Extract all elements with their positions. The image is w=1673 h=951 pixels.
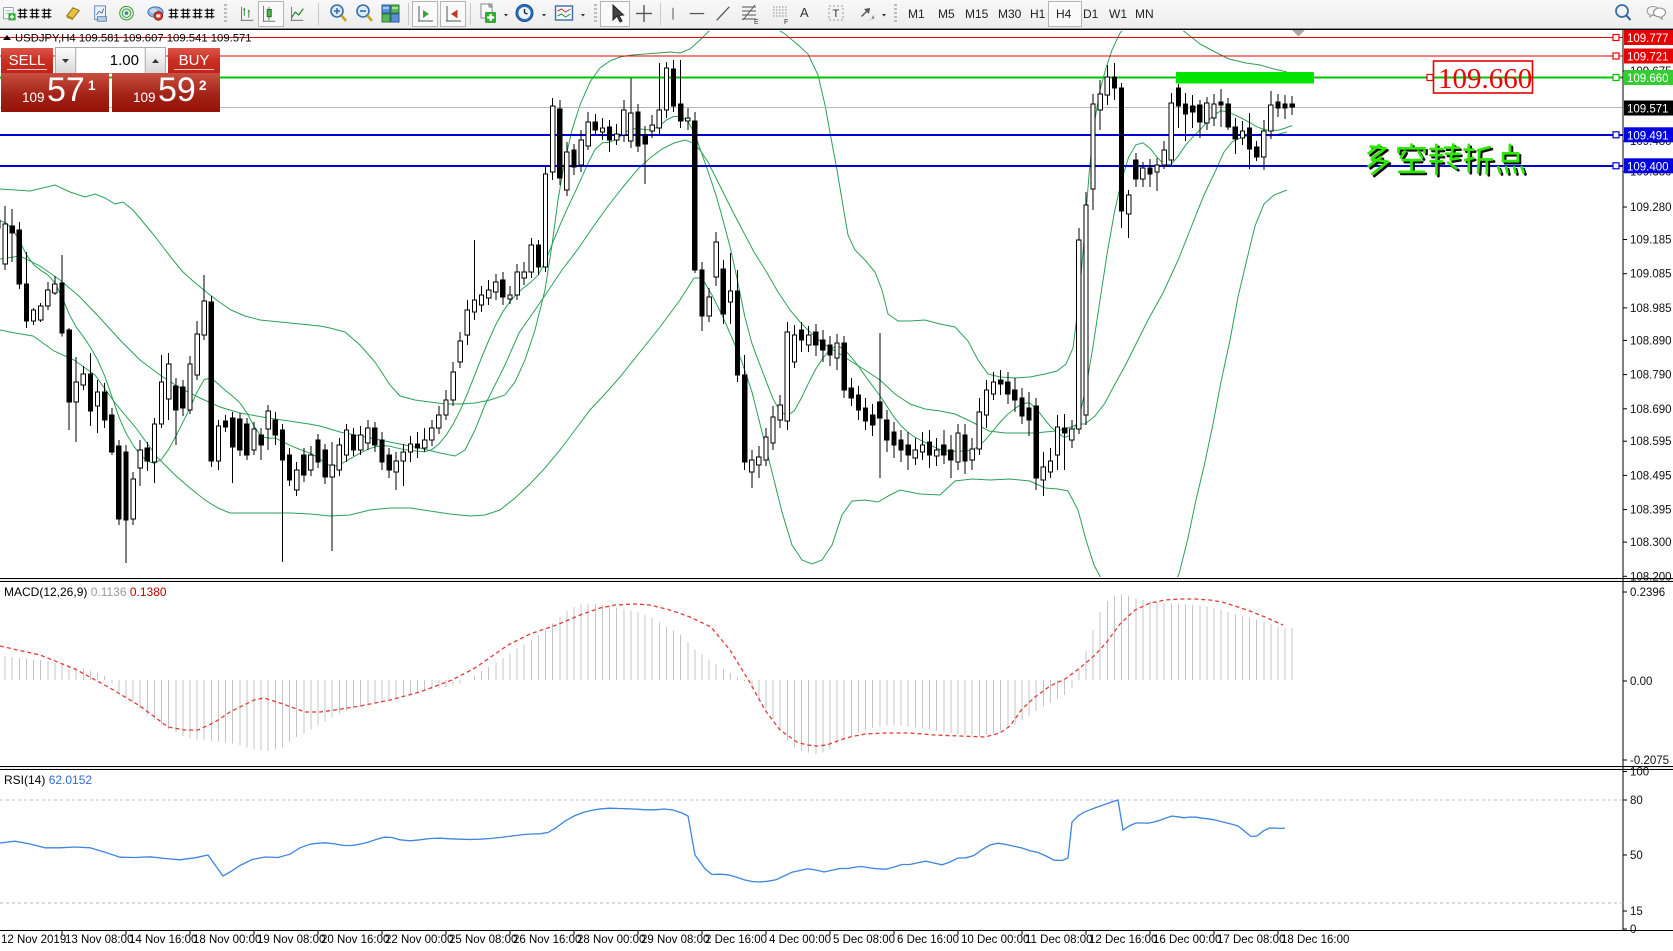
svg-text:109.777: 109.777 xyxy=(1627,33,1669,45)
svg-text:109.085: 109.085 xyxy=(1630,269,1672,281)
svg-text:108.595: 108.595 xyxy=(1630,436,1672,448)
svg-text:6 Dec 16:00: 6 Dec 16:00 xyxy=(897,934,959,946)
svg-text:MACD(12,26,9) 0.1136 0.1380: MACD(12,26,9) 0.1136 0.1380 xyxy=(4,585,167,599)
svg-text:20 Nov 16:00: 20 Nov 16:00 xyxy=(321,934,389,946)
svg-text:108.300: 108.300 xyxy=(1630,537,1672,549)
svg-text:19 Nov 08:00: 19 Nov 08:00 xyxy=(257,934,325,946)
svg-text:26 Nov 16:00: 26 Nov 16:00 xyxy=(513,934,581,946)
svg-text:17 Dec 08:00: 17 Dec 08:00 xyxy=(1217,934,1285,946)
svg-text:80: 80 xyxy=(1630,795,1643,807)
svg-text:11 Dec 08:00: 11 Dec 08:00 xyxy=(1025,934,1093,946)
svg-text:108.200: 108.200 xyxy=(1630,571,1672,583)
svg-text:RSI(14) 62.0152: RSI(14) 62.0152 xyxy=(4,773,92,787)
svg-text:109.660: 109.660 xyxy=(1438,63,1532,95)
svg-text:14 Nov 16:00: 14 Nov 16:00 xyxy=(129,934,197,946)
svg-text:0.00: 0.00 xyxy=(1630,676,1652,688)
svg-text:100: 100 xyxy=(1630,767,1649,779)
svg-text:0.2396: 0.2396 xyxy=(1630,587,1665,599)
svg-text:108.690: 108.690 xyxy=(1630,404,1672,416)
svg-text:50: 50 xyxy=(1630,850,1643,862)
svg-text:108.495: 108.495 xyxy=(1630,470,1672,482)
svg-text:109.660: 109.660 xyxy=(1627,73,1669,85)
svg-text:USDJPY,H4 109.581 109.607 109: USDJPY,H4 109.581 109.607 109.541 109.57… xyxy=(15,33,252,45)
svg-text:108.395: 108.395 xyxy=(1630,505,1672,517)
svg-text:108.790: 108.790 xyxy=(1630,370,1672,382)
svg-text:18 Dec 16:00: 18 Dec 16:00 xyxy=(1281,934,1349,946)
svg-text:109.571: 109.571 xyxy=(1627,104,1669,116)
svg-text:22 Nov 00:00: 22 Nov 00:00 xyxy=(385,934,453,946)
svg-text:28 Nov 00:00: 28 Nov 00:00 xyxy=(577,934,645,946)
svg-text:10 Dec 00:00: 10 Dec 00:00 xyxy=(961,934,1029,946)
svg-text:5 Dec 08:00: 5 Dec 08:00 xyxy=(833,934,895,946)
svg-text:29 Nov 08:00: 29 Nov 08:00 xyxy=(641,934,709,946)
svg-text:108.890: 108.890 xyxy=(1630,335,1672,347)
svg-text:16 Dec 00:00: 16 Dec 00:00 xyxy=(1153,934,1221,946)
svg-text:0: 0 xyxy=(1630,924,1636,936)
svg-text:12 Dec 16:00: 12 Dec 16:00 xyxy=(1089,934,1157,946)
svg-text:E: E xyxy=(754,19,759,26)
svg-text:4 Dec 00:00: 4 Dec 00:00 xyxy=(769,934,831,946)
svg-text:15: 15 xyxy=(1630,906,1643,918)
svg-text:108.985: 108.985 xyxy=(1630,303,1672,315)
svg-text:-0.2075: -0.2075 xyxy=(1630,755,1669,767)
svg-text:12 Nov 2019: 12 Nov 2019 xyxy=(1,934,66,946)
svg-text:109.491: 109.491 xyxy=(1627,130,1669,142)
svg-text:18 Nov 00:00: 18 Nov 00:00 xyxy=(193,934,261,946)
svg-text:109.721: 109.721 xyxy=(1627,52,1669,64)
svg-text:109.400: 109.400 xyxy=(1627,161,1669,173)
svg-text:T: T xyxy=(833,8,840,20)
svg-text:25 Nov 08:00: 25 Nov 08:00 xyxy=(449,934,517,946)
svg-text:F: F xyxy=(784,19,788,26)
svg-text:109.280: 109.280 xyxy=(1630,202,1672,214)
svg-text:13 Nov 08:00: 13 Nov 08:00 xyxy=(65,934,133,946)
svg-text:109.185: 109.185 xyxy=(1630,235,1672,247)
svg-text:2 Dec 16:00: 2 Dec 16:00 xyxy=(705,934,767,946)
